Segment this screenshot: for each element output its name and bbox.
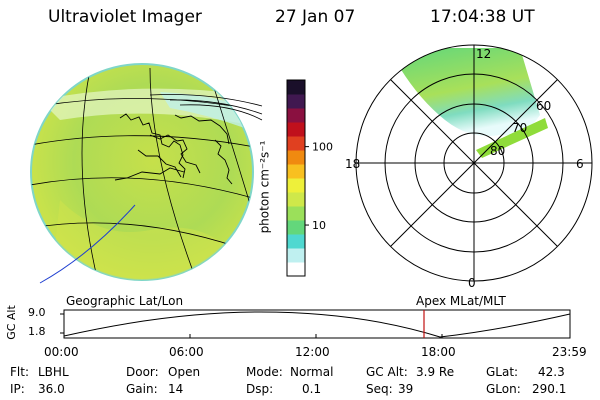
xtick-2359: 23:59	[552, 345, 587, 359]
colorbar-segment	[287, 192, 305, 207]
lat-label-80: 80	[490, 144, 505, 158]
mode-label: Mode:	[246, 365, 283, 379]
glon-label: GLon:	[486, 382, 521, 396]
geo-grid	[31, 67, 253, 280]
colorbar-segment	[287, 206, 305, 221]
glat-value: 42.3	[538, 365, 565, 379]
colorbar-segment	[287, 178, 305, 193]
colorbar-segment	[287, 150, 305, 165]
coastline	[114, 113, 233, 185]
polar-plot: 12 18 6 0 60 70 80	[345, 44, 593, 290]
ytick-9: 9.0	[28, 306, 46, 319]
timeline-right-label: Apex MLat/MLT	[416, 294, 506, 308]
ip-value: 36.0	[38, 382, 65, 396]
ytick-1.8: 1.8	[28, 325, 46, 338]
timeline-plot	[60, 309, 571, 339]
timeline-left-label: Geographic Lat/Lon	[66, 294, 184, 308]
seq-label: Seq:	[366, 382, 393, 396]
instrument-title: Ultraviolet Imager	[48, 7, 202, 27]
glat-label: GLat:	[486, 365, 519, 379]
colorbar-segment	[287, 80, 305, 95]
lat-label-70: 70	[512, 121, 527, 135]
mlt-label-6: 6	[576, 157, 584, 171]
colorbar-segment	[287, 108, 305, 123]
altitude-curve	[63, 311, 571, 338]
color-bar: 10 100	[286, 79, 333, 277]
observation-date: 27 Jan 07	[275, 7, 356, 27]
grid-overflow	[149, 94, 263, 121]
colorbar-segment	[287, 122, 305, 137]
colorbar-segment	[287, 248, 305, 263]
colorbar-tick-label: 100	[312, 141, 333, 154]
xtick-1800: 18:00	[421, 345, 456, 359]
mode-value: Normal	[290, 365, 334, 379]
gain-label: Gain:	[126, 382, 158, 396]
timeline-ticks	[60, 313, 443, 338]
gcalt-label: GC Alt:	[366, 365, 408, 379]
flt-label: Flt:	[10, 365, 29, 379]
colorbar-segment	[287, 136, 305, 151]
ip-label: IP:	[10, 382, 25, 396]
seq-value: 39	[398, 382, 414, 396]
dsp-value: 0.1	[302, 382, 322, 396]
timeline-ylabel: GC Alt	[4, 305, 18, 340]
door-value: Open	[168, 365, 201, 379]
aurora-arc	[476, 118, 548, 158]
lat-label-60: 60	[536, 99, 551, 113]
door-label: Door:	[126, 365, 159, 379]
polar-grid	[355, 44, 593, 282]
colorbar-tick-label: 10	[312, 219, 326, 232]
glon-value: 290.1	[532, 382, 567, 396]
dsp-label: Dsp:	[246, 382, 274, 396]
aurora-swath	[400, 48, 540, 136]
xtick-0000: 00:00	[44, 345, 79, 359]
colorbar-segment	[287, 94, 305, 109]
mlt-label-0: 0	[468, 276, 476, 290]
colorbar-unit-label: photon cm⁻²s⁻¹	[257, 140, 272, 234]
colorbar-segment	[287, 234, 305, 249]
mlt-label-18: 18	[345, 157, 360, 171]
gain-value: 14	[168, 382, 184, 396]
observation-time: 17:04:38 UT	[430, 7, 535, 27]
flt-value: LBHL	[38, 365, 69, 379]
mlt-label-12: 12	[476, 47, 491, 61]
earth-disk	[30, 63, 263, 284]
xtick-0600: 06:00	[169, 345, 204, 359]
satellite-track	[39, 204, 136, 284]
colorbar-segment	[287, 262, 305, 277]
colorbar-segment	[287, 164, 305, 179]
colorbar-segment	[287, 220, 305, 235]
gcalt-value: 3.9 Re	[416, 365, 455, 379]
xtick-1200: 12:00	[295, 345, 330, 359]
